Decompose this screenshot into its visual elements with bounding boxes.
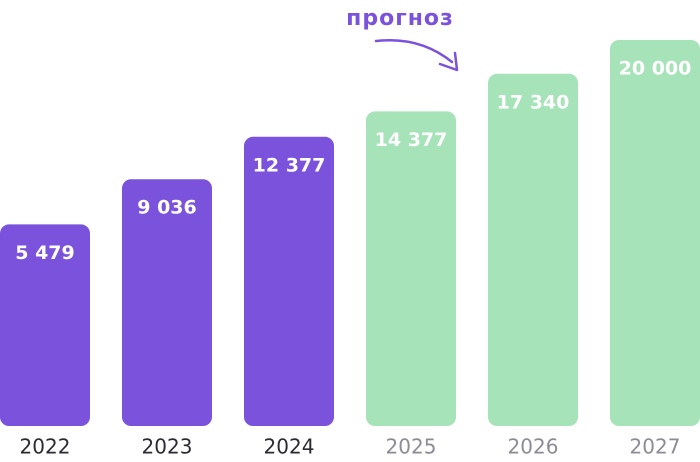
bar — [366, 111, 456, 426]
x-tick-label: 2022 — [20, 435, 71, 459]
x-tick-label: 2025 — [386, 435, 437, 459]
value-label: 12 377 — [253, 154, 326, 176]
value-label: 14 377 — [375, 129, 448, 151]
bar — [488, 73, 578, 427]
value-label: 20 000 — [619, 58, 692, 80]
bar — [122, 179, 212, 426]
arrow-head — [438, 51, 459, 72]
x-tick-label: 2024 — [264, 435, 315, 459]
bar — [0, 224, 90, 426]
value-label: 9 036 — [137, 197, 197, 219]
x-tick-label: 2023 — [142, 435, 193, 459]
arrow — [374, 38, 454, 64]
value-label: 17 340 — [497, 91, 570, 113]
bar — [610, 40, 700, 426]
annotation: прогноз — [346, 6, 454, 31]
x-tick-label: 2026 — [508, 435, 559, 459]
x-tick-label: 2027 — [630, 435, 681, 459]
bar — [244, 136, 334, 426]
value-label: 5 479 — [15, 242, 75, 264]
